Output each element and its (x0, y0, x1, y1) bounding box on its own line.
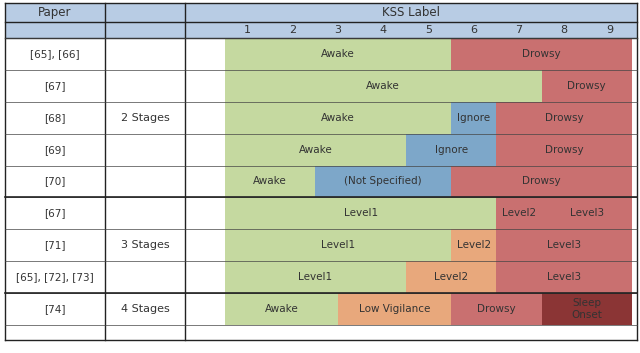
Bar (406, 134, 497, 166)
Text: 2: 2 (289, 25, 296, 35)
Text: Level1: Level1 (321, 240, 355, 250)
Bar (451, 38, 632, 70)
Bar (5, 22, 637, 38)
Bar (451, 166, 632, 197)
Bar (338, 293, 451, 325)
Bar (497, 229, 632, 261)
Bar (225, 102, 451, 134)
Bar (541, 293, 632, 325)
Text: [65], [66]: [65], [66] (30, 49, 80, 59)
Text: [69]: [69] (44, 145, 66, 155)
Text: Level3: Level3 (547, 272, 581, 282)
Bar (5, 38, 637, 70)
Text: Awake: Awake (253, 176, 287, 186)
Text: [65], [72], [73]: [65], [72], [73] (16, 272, 94, 282)
Text: Drowsy: Drowsy (477, 304, 516, 314)
Text: Drowsy: Drowsy (545, 145, 584, 155)
Text: Awake: Awake (321, 113, 355, 123)
Bar (497, 261, 632, 293)
Bar (225, 261, 406, 293)
Bar (497, 134, 632, 166)
Text: Level2: Level2 (457, 240, 491, 250)
Text: 4: 4 (380, 25, 387, 35)
Text: Level2: Level2 (434, 272, 468, 282)
Text: Awake: Awake (367, 81, 400, 91)
Text: 1: 1 (244, 25, 251, 35)
Text: Drowsy: Drowsy (568, 81, 606, 91)
Text: Awake: Awake (321, 49, 355, 59)
Bar (5, 134, 637, 166)
Bar (541, 70, 632, 102)
Text: 5: 5 (425, 25, 432, 35)
Bar (406, 261, 497, 293)
Text: Level2: Level2 (502, 208, 536, 219)
Bar (225, 197, 497, 229)
Text: Sleep
Onset: Sleep Onset (572, 298, 602, 320)
Bar (225, 166, 316, 197)
Bar (497, 102, 632, 134)
Bar (225, 293, 338, 325)
Bar (5, 70, 637, 102)
Text: Drowsy: Drowsy (522, 49, 561, 59)
Text: [67]: [67] (44, 208, 66, 219)
Bar (316, 166, 451, 197)
Text: Awake: Awake (265, 304, 298, 314)
Bar (5, 166, 637, 197)
Text: [68]: [68] (44, 113, 66, 123)
Text: 8: 8 (561, 25, 568, 35)
Text: KSS Label: KSS Label (382, 6, 440, 19)
Text: Awake: Awake (299, 145, 332, 155)
Bar (5, 293, 637, 325)
Text: Ignore: Ignore (435, 145, 468, 155)
Text: [74]: [74] (44, 304, 66, 314)
Bar (5, 229, 637, 261)
Bar (5, 261, 637, 293)
Text: 3: 3 (335, 25, 342, 35)
Bar (225, 38, 451, 70)
Text: Level1: Level1 (298, 272, 333, 282)
Text: 7: 7 (515, 25, 522, 35)
Bar (225, 70, 541, 102)
Text: Paper: Paper (38, 6, 72, 19)
Text: 3 Stages: 3 Stages (121, 240, 170, 250)
Text: 4 Stages: 4 Stages (120, 304, 170, 314)
Bar (451, 293, 541, 325)
Bar (5, 3, 637, 22)
Text: 2 Stages: 2 Stages (120, 113, 170, 123)
Bar (541, 197, 632, 229)
Bar (497, 197, 541, 229)
Bar (451, 229, 497, 261)
Text: 9: 9 (606, 25, 613, 35)
Text: 6: 6 (470, 25, 477, 35)
Bar (451, 102, 497, 134)
Text: [71]: [71] (44, 240, 66, 250)
Text: [67]: [67] (44, 81, 66, 91)
Text: Low Vigilance: Low Vigilance (359, 304, 430, 314)
Text: [70]: [70] (44, 176, 66, 186)
Bar (225, 229, 451, 261)
Text: Drowsy: Drowsy (545, 113, 584, 123)
Text: Level3: Level3 (547, 240, 581, 250)
Text: Level1: Level1 (344, 208, 378, 219)
Bar (5, 102, 637, 134)
Text: Drowsy: Drowsy (522, 176, 561, 186)
Bar (5, 197, 637, 229)
Text: Ignore: Ignore (457, 113, 490, 123)
Text: Level3: Level3 (570, 208, 604, 219)
Bar (225, 134, 406, 166)
Text: (Not Specified): (Not Specified) (344, 176, 422, 186)
